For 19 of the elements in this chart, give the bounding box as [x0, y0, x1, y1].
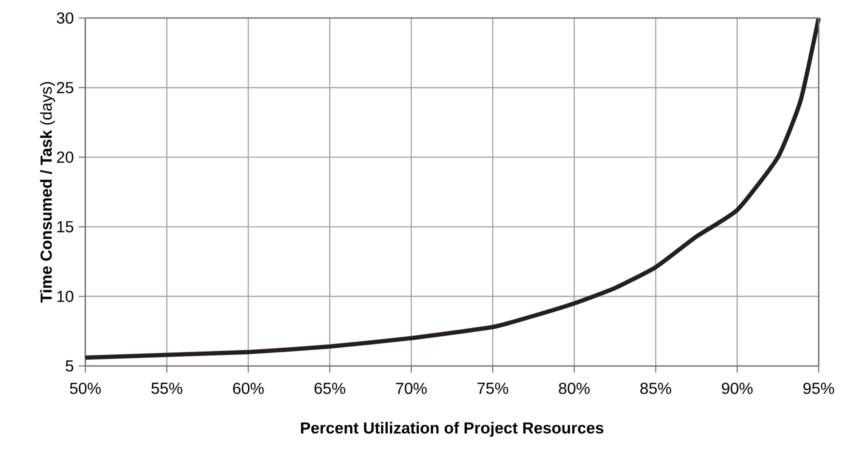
y-tick-label: 15 — [57, 221, 74, 232]
x-tick-label: 85% — [640, 382, 672, 394]
y-tick-label: 20 — [56, 152, 74, 163]
x-tick-label: 80% — [558, 382, 590, 394]
x-tick-label: 50% — [70, 382, 101, 394]
line-series — [83, 16, 821, 360]
x-tick-label: 65% — [314, 382, 346, 394]
x-tick-label: 55% — [151, 382, 182, 394]
x-tick-label: 60% — [233, 382, 264, 394]
y-tick-label: 25 — [56, 82, 74, 94]
y-axis-title: Time Consumed / Task (days) — [40, 82, 56, 303]
y-tick-label: 30 — [56, 12, 74, 24]
y-tick-label: 10 — [57, 290, 74, 302]
x-tick-label: 95% — [803, 382, 834, 394]
y-tick-label: 5 — [66, 360, 74, 372]
x-tick-label: 70% — [396, 382, 427, 394]
x-tick-label: 90% — [722, 382, 753, 394]
x-axis-title: Percent Utilization of Project Resources — [301, 422, 604, 437]
x-tick-label: 75% — [478, 382, 508, 394]
